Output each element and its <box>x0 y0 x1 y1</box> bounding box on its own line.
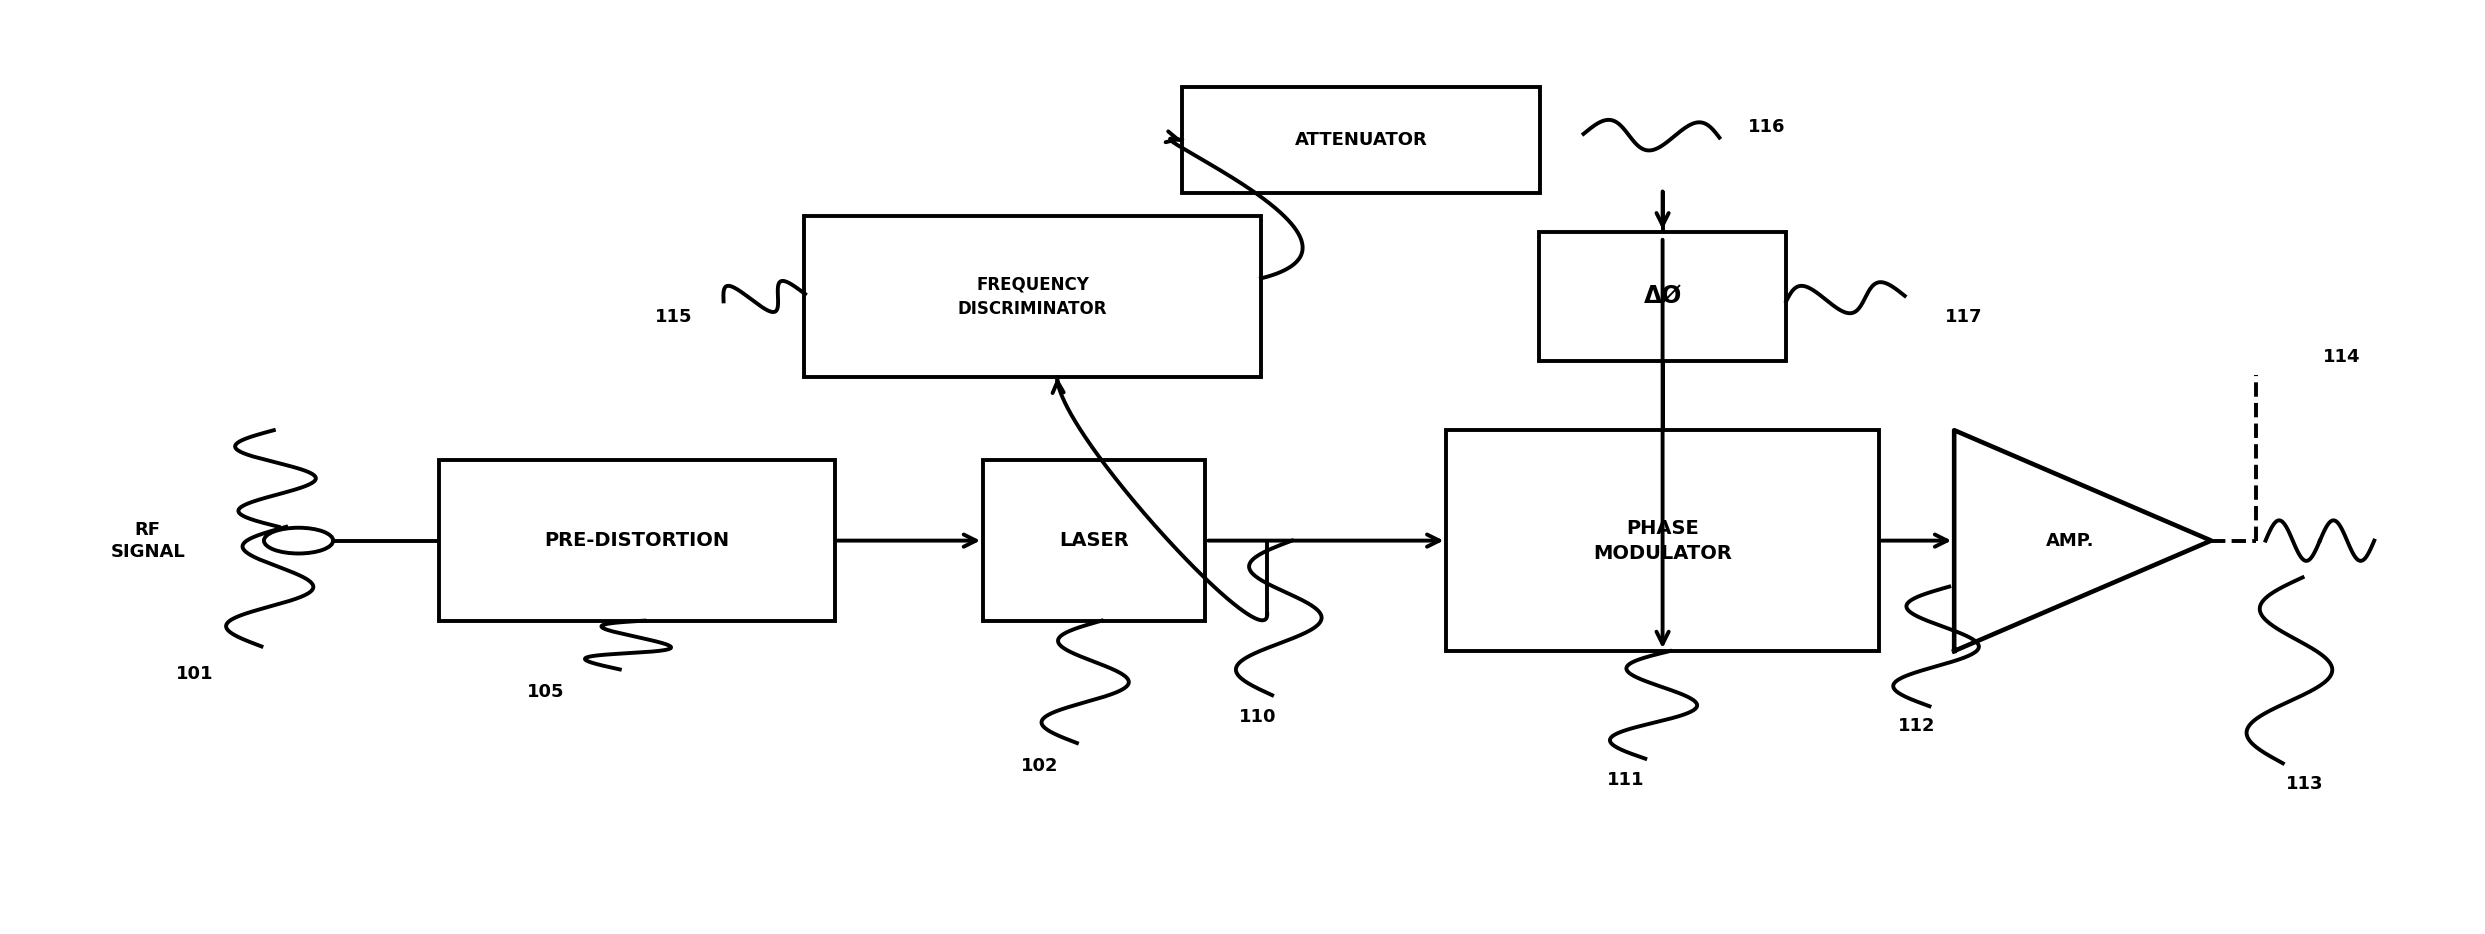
FancyBboxPatch shape <box>1446 431 1879 651</box>
Text: FREQUENCY
DISCRIMINATOR: FREQUENCY DISCRIMINATOR <box>957 276 1108 318</box>
Text: PHASE
MODULATOR: PHASE MODULATOR <box>1593 518 1732 562</box>
FancyBboxPatch shape <box>1538 233 1787 361</box>
Text: 110: 110 <box>1238 708 1277 727</box>
Text: 105: 105 <box>527 684 564 701</box>
Text: LASER: LASER <box>1059 531 1128 550</box>
Text: 113: 113 <box>2286 775 2323 794</box>
Text: 115: 115 <box>656 308 693 326</box>
Text: 116: 116 <box>1747 118 1784 135</box>
Text: 102: 102 <box>1021 757 1059 775</box>
Text: ΔØ: ΔØ <box>1643 285 1682 309</box>
FancyBboxPatch shape <box>803 217 1260 377</box>
Text: 112: 112 <box>1899 717 1936 735</box>
Text: 111: 111 <box>1608 771 1645 789</box>
Text: 101: 101 <box>176 665 214 683</box>
Text: 117: 117 <box>1946 308 1983 326</box>
FancyBboxPatch shape <box>1183 88 1541 193</box>
Text: PRE-DISTORTION: PRE-DISTORTION <box>544 531 731 550</box>
Text: AMP.: AMP. <box>2045 531 2095 549</box>
Text: ATTENUATOR: ATTENUATOR <box>1295 132 1426 149</box>
Polygon shape <box>1953 431 2212 651</box>
Text: RF
SIGNAL: RF SIGNAL <box>109 520 186 560</box>
FancyBboxPatch shape <box>984 460 1205 621</box>
FancyBboxPatch shape <box>440 460 835 621</box>
Text: 114: 114 <box>2323 347 2361 365</box>
